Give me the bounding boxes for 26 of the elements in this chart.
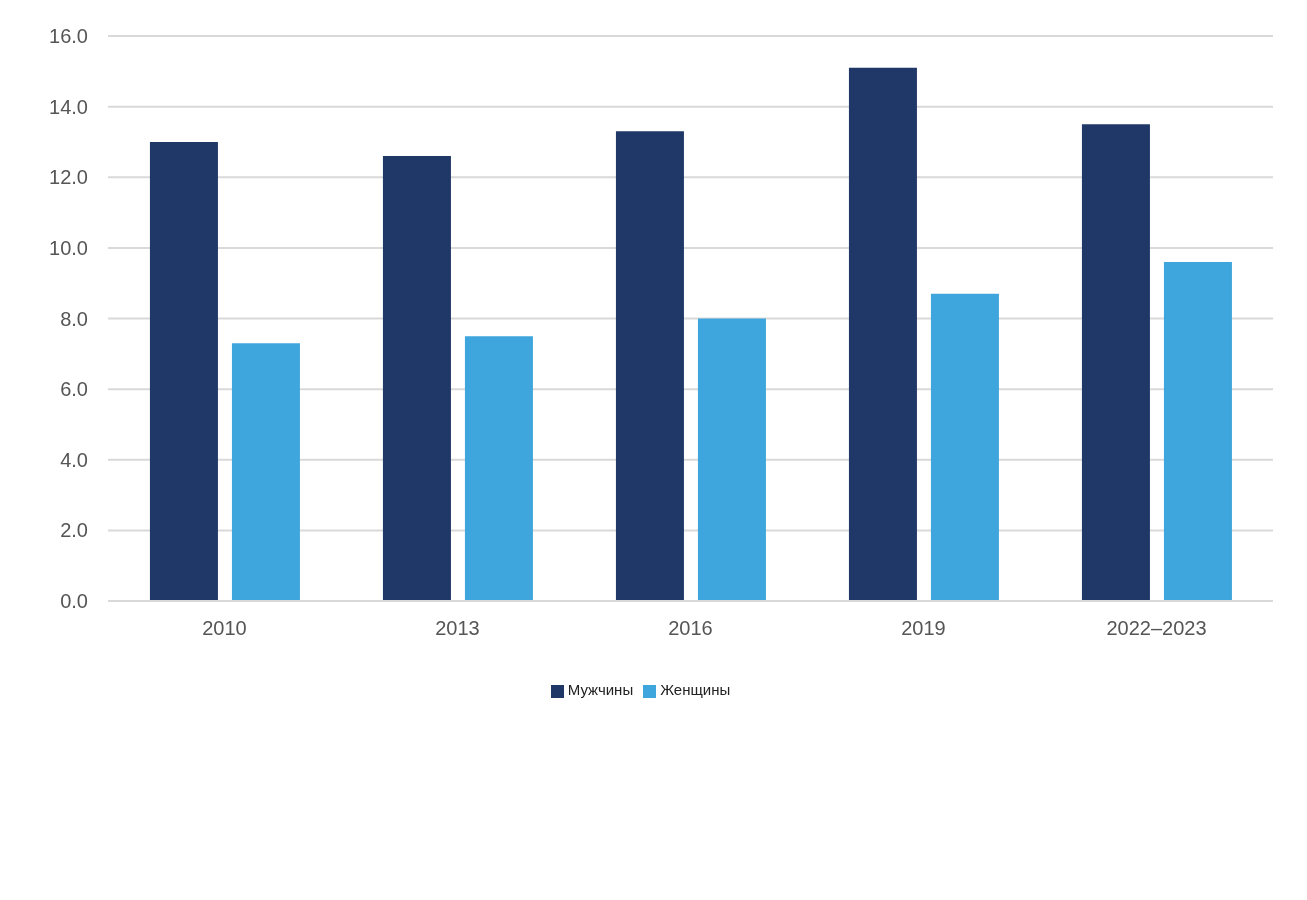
y-tick-label: 2.0 — [60, 519, 88, 542]
bar — [615, 131, 684, 601]
bar — [848, 67, 917, 601]
y-tick-label: 8.0 — [60, 307, 88, 330]
legend-label: Мужчины — [567, 681, 634, 698]
bar — [464, 336, 533, 601]
x-tick-label: 2010 — [202, 617, 247, 640]
y-tick-label: 0.0 — [60, 590, 88, 613]
x-tick-label: 2019 — [901, 617, 946, 640]
y-tick-label: 12.0 — [49, 166, 88, 189]
bar — [930, 293, 999, 601]
bar — [697, 318, 766, 601]
legend-label: Женщины — [660, 681, 731, 698]
x-tick-label: 2013 — [435, 617, 480, 640]
x-tick-label: 2022–2023 — [1106, 617, 1207, 640]
bar — [382, 156, 451, 601]
y-tick-label: 14.0 — [49, 95, 88, 118]
y-tick-label: 10.0 — [49, 236, 88, 259]
y-tick-label: 4.0 — [60, 448, 88, 471]
x-tick-label: 2016 — [668, 617, 713, 640]
bar — [1163, 262, 1232, 601]
bar — [1081, 124, 1150, 601]
y-tick-label: 6.0 — [60, 378, 88, 401]
bar — [231, 343, 300, 601]
y-tick-label: 16.0 — [49, 25, 88, 48]
bar — [149, 141, 218, 601]
